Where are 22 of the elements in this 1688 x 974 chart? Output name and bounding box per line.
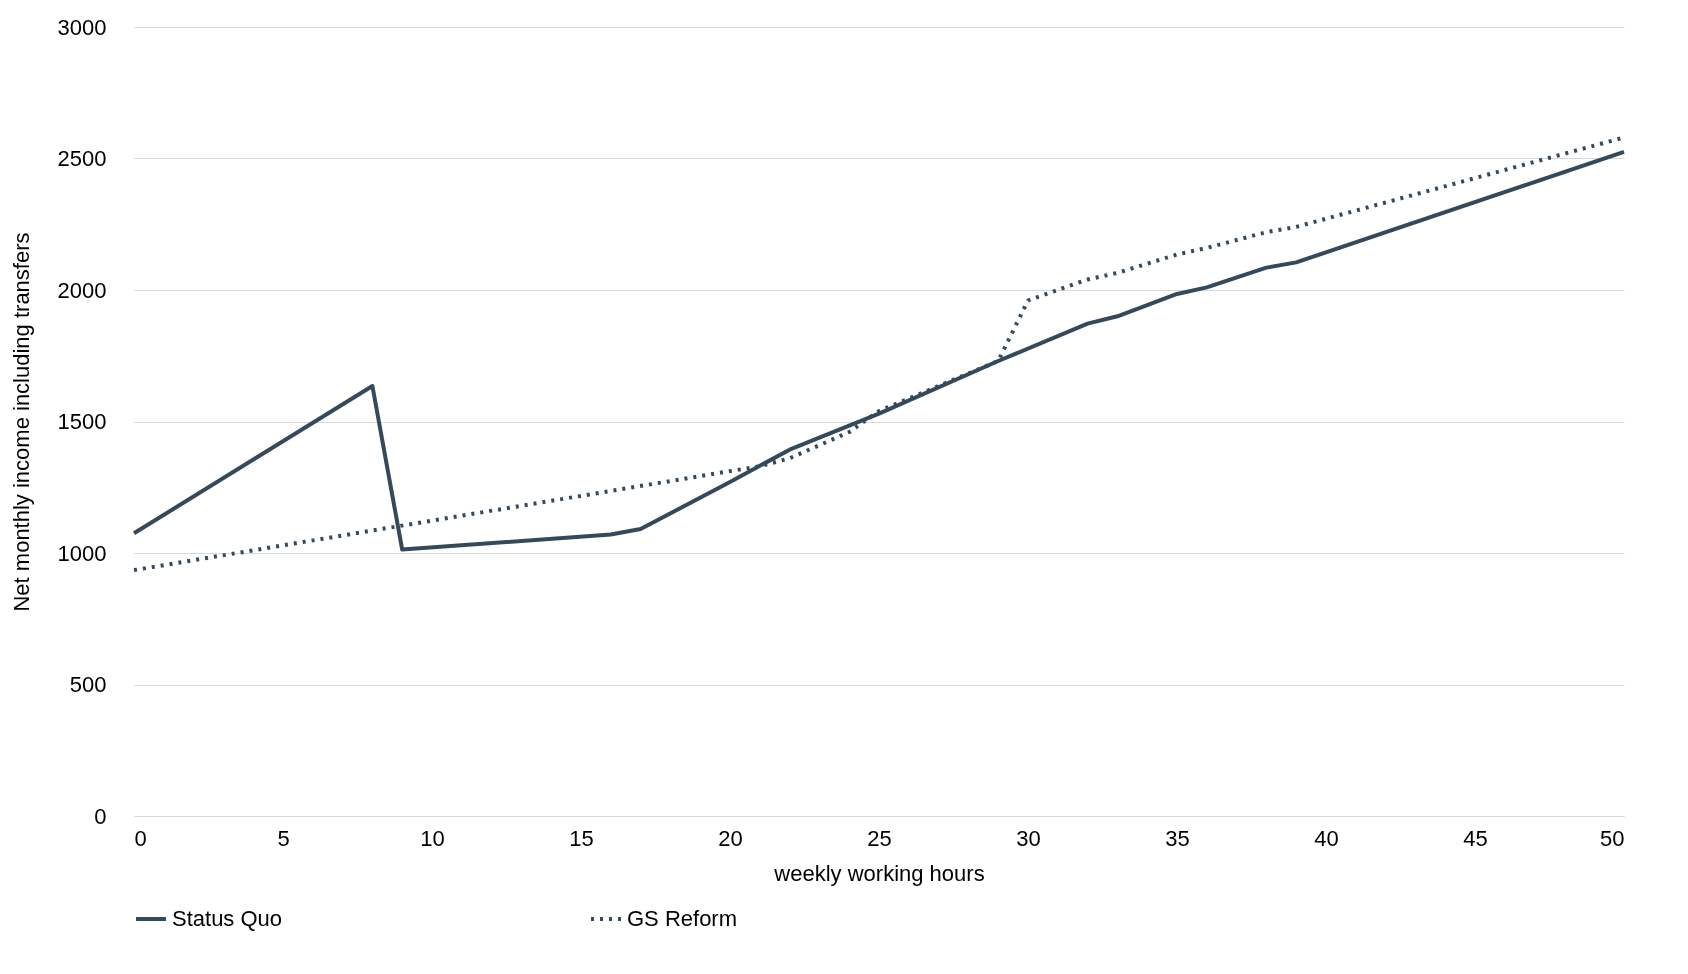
y-tick-label: 2000 [57, 277, 107, 303]
x-tick-label: 50 [1600, 825, 1625, 851]
x-tick-label: 40 [1314, 825, 1339, 851]
x-tick-label: 5 [277, 825, 290, 851]
y-tick-label: 0 [94, 803, 107, 829]
y-tick-label: 3000 [57, 14, 107, 40]
legend-label: Status Quo [172, 906, 283, 931]
y-tick-label: 1000 [57, 540, 107, 566]
x-axis-title: weekly working hours [773, 860, 985, 886]
y-axis-title: Net monthly income including transfers [8, 232, 34, 612]
y-tick-label: 2500 [57, 146, 107, 171]
x-tick-label: 0 [134, 825, 147, 851]
y-tick-label: 1500 [57, 409, 107, 434]
y-tick-label: 500 [69, 672, 107, 697]
legend-label: GS Reform [627, 906, 738, 931]
x-tick-label: 20 [718, 825, 743, 851]
x-tick-label: 35 [1165, 825, 1190, 851]
x-tick-label: 45 [1463, 825, 1488, 851]
x-tick-label: 30 [1016, 825, 1041, 851]
x-tick-label: 10 [420, 825, 445, 851]
x-tick-label: 15 [569, 825, 594, 851]
x-tick-label: 25 [867, 825, 892, 851]
